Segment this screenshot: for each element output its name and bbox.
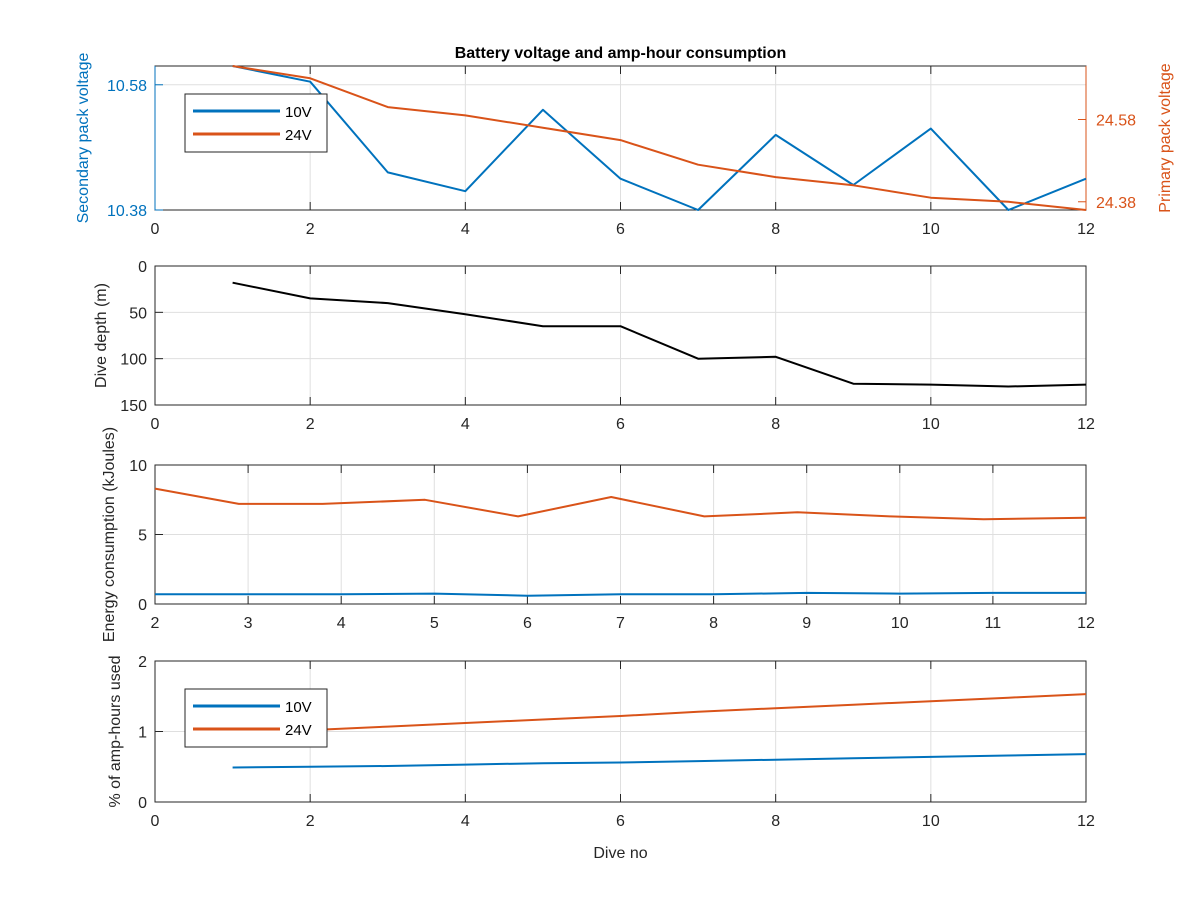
y-right-tick-label: 24.58 [1096, 112, 1136, 129]
x-tick-label: 4 [461, 813, 470, 830]
x-tick-label: 0 [151, 416, 160, 433]
x-tick-label: 10 [922, 416, 940, 433]
x-tick-label: 6 [616, 416, 625, 433]
chart-title: Battery voltage and amp-hour consumption [455, 45, 787, 62]
y-tick-label: 0 [138, 795, 147, 812]
y-tick-label: 150 [120, 398, 147, 415]
x-tick-label: 4 [337, 615, 346, 632]
y-tick-label: 5 [138, 528, 147, 545]
x-tick-label: 12 [1077, 813, 1095, 830]
x-tick-label: 6 [616, 813, 625, 830]
x-tick-label: 6 [523, 615, 532, 632]
x-tick-label: 0 [151, 813, 160, 830]
y-axis-label-energy: Energy consumption (kJoules) [101, 427, 118, 642]
y-tick-label: 10.38 [107, 203, 147, 220]
x-tick-label: 11 [985, 615, 1002, 632]
series-line-energy-1 [155, 591, 1086, 597]
x-tick-label: 4 [461, 416, 470, 433]
series-line-24V [232, 65, 1087, 211]
x-tick-label: 8 [709, 615, 718, 632]
x-tick-label: 10 [922, 813, 940, 830]
y-right-axis-label: Primary pack voltage [1157, 63, 1174, 212]
y-tick-label: 10.58 [107, 78, 147, 95]
x-tick-label: 0 [151, 221, 160, 238]
y-tick-label: 50 [129, 305, 147, 322]
series-line-10V [232, 65, 1087, 211]
y-tick-label: 0 [138, 259, 147, 276]
x-tick-label: 2 [151, 615, 160, 632]
x-tick-label: 3 [244, 615, 253, 632]
x-tick-label: 7 [616, 615, 625, 632]
series-line-24V [232, 693, 1087, 735]
x-tick-label: 5 [430, 615, 439, 632]
legend-label: 24V [285, 722, 312, 739]
x-tick-label: 12 [1077, 416, 1095, 433]
y-tick-label: 2 [138, 654, 147, 671]
x-tick-label: 6 [616, 221, 625, 238]
y-right-tick-label: 24.38 [1096, 195, 1136, 212]
y-tick-label: 100 [120, 352, 147, 369]
y-axis-label-depth: Dive depth (m) [93, 283, 110, 388]
legend-label: 10V [285, 699, 312, 716]
x-tick-label: 4 [461, 221, 470, 238]
x-tick-label: 8 [771, 416, 780, 433]
series-line-energy-0 [154, 487, 1087, 521]
y-tick-label: 0 [138, 597, 147, 614]
x-tick-label: 9 [802, 615, 811, 632]
legend-box [184, 688, 328, 748]
y-tick-label: 1 [138, 725, 147, 742]
x-tick-label: 2 [306, 221, 315, 238]
x-tick-label: 8 [771, 813, 780, 830]
y-tick-label: 10 [129, 458, 147, 475]
x-tick-label: 2 [306, 416, 315, 433]
x-tick-label: 12 [1077, 615, 1095, 632]
x-tick-label: 10 [922, 221, 940, 238]
legend-label: 10V [285, 104, 312, 121]
y-axis-label-voltage: Secondary pack voltage [75, 53, 92, 224]
x-tick-label: 12 [1077, 221, 1095, 238]
legend-box [184, 93, 328, 153]
y-axis-label-amphours: % of amp-hours used [107, 655, 124, 807]
legend-label: 24V [285, 127, 312, 144]
series-line-10V [232, 753, 1087, 769]
x-tick-label: 8 [771, 221, 780, 238]
x-tick-label: 2 [306, 813, 315, 830]
x-axis-label: Dive no [593, 845, 647, 862]
series-line-depth-0 [232, 281, 1087, 388]
x-tick-label: 10 [891, 615, 909, 632]
